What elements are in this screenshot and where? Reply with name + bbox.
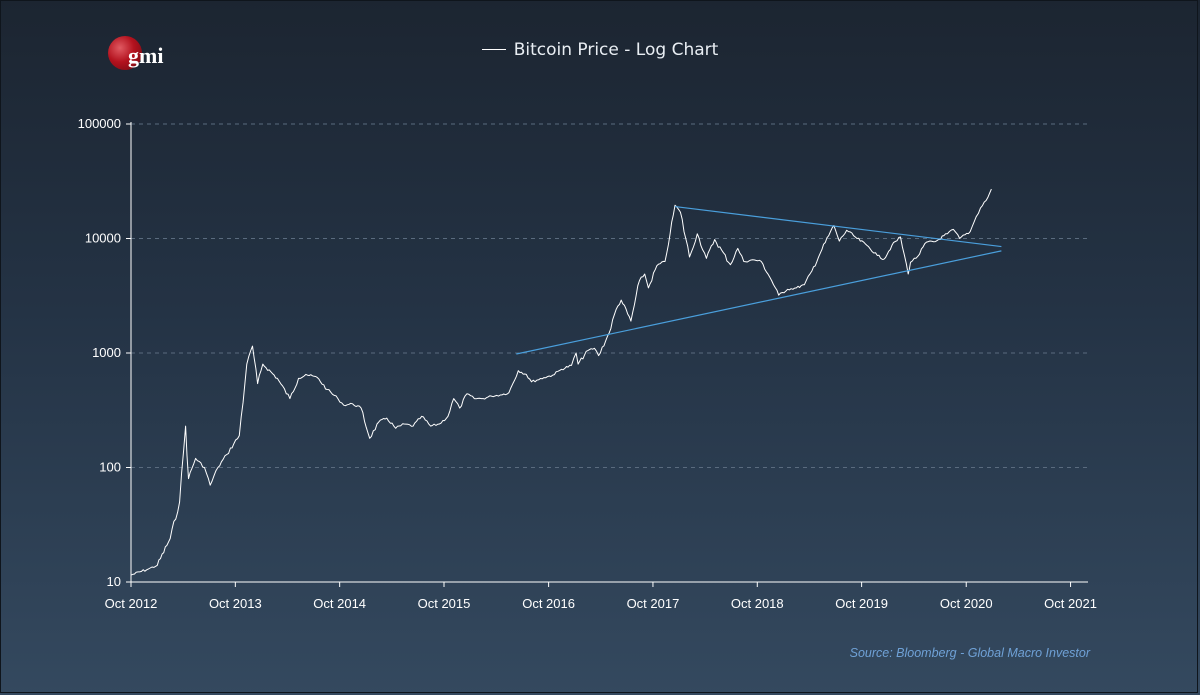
axes	[126, 122, 1088, 587]
series-layer	[130, 188, 992, 576]
x-tick-label: Oct 2012	[105, 596, 158, 611]
logo-text: gmi	[128, 43, 164, 68]
grid-lines	[131, 123, 1088, 468]
lower-trendline	[516, 250, 1002, 355]
price-series-line	[130, 188, 992, 576]
chart-title-text: Bitcoin Price - Log Chart	[513, 40, 719, 60]
x-tick-label: Oct 2014	[313, 596, 366, 611]
legend-line-swatch	[481, 48, 506, 50]
x-tick-label: Oct 2018	[731, 596, 784, 611]
y-tick-labels: 10 100 1000 10000 100000	[78, 116, 121, 589]
x-tick-label: Oct 2017	[627, 596, 680, 611]
gmi-logo: gmi	[108, 36, 178, 74]
chart-title: Bitcoin Price - Log Chart	[0, 40, 1200, 60]
x-tick-labels: Oct 2012 Oct 2013 Oct 2014 Oct 2015 Oct 2016…	[105, 596, 1097, 611]
y-tick-label: 100	[99, 460, 121, 475]
x-tick-label: Oct 2015	[418, 596, 471, 611]
upper-trendline	[674, 205, 1002, 248]
y-tick-label: 10	[107, 574, 121, 589]
globe-icon	[108, 36, 142, 70]
source-note: Source: Bloomberg - Global Macro Investo…	[849, 646, 1090, 660]
y-tick-label: 1000	[92, 345, 121, 360]
x-tick-label: Oct 2016	[522, 596, 575, 611]
x-tick-label: Oct 2020	[940, 596, 993, 611]
x-tick-label: Oct 2019	[835, 596, 888, 611]
y-tick-label: 100000	[78, 116, 121, 131]
x-tick-label: Oct 2021	[1044, 596, 1097, 611]
annotation-layer	[516, 205, 1002, 355]
y-tick-label: 10000	[85, 231, 121, 246]
x-tick-label: Oct 2013	[209, 596, 262, 611]
